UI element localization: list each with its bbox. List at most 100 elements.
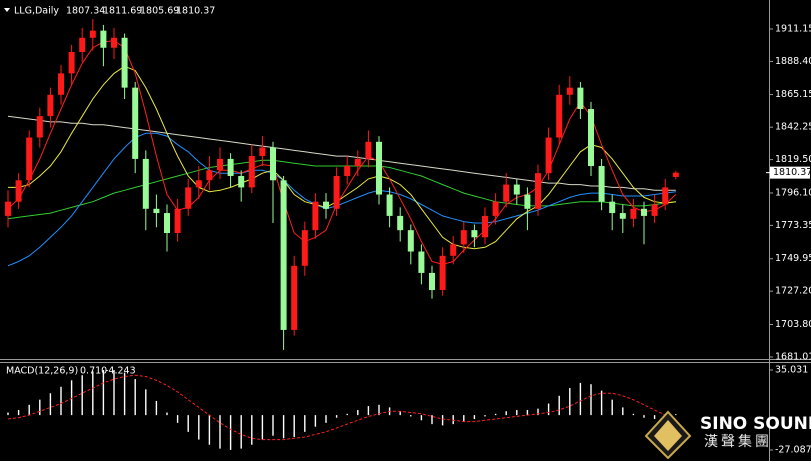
candle-body [630, 208, 637, 219]
candle-body [323, 201, 329, 209]
candle-body [195, 180, 202, 188]
candle-body [566, 87, 573, 95]
candle-body [58, 73, 64, 95]
candle-body [354, 158, 361, 167]
candle-body [641, 208, 647, 216]
candle-body [100, 30, 107, 48]
candle-body [492, 201, 499, 216]
candle-body [68, 52, 75, 74]
low-readout: 1805.69 [140, 6, 179, 17]
candle-body [662, 187, 669, 205]
moving-average [7, 132, 676, 267]
close-readout: 1810.37 [176, 6, 215, 17]
open-readout: 1807.34 [66, 6, 105, 17]
candle-body [301, 230, 308, 266]
candle-body [291, 265, 298, 330]
candle-body [397, 215, 404, 231]
signal-readout: -4.243 [105, 366, 136, 377]
y-tick-label: 1773.35 [775, 220, 811, 231]
candle-body [238, 176, 245, 188]
candle-body [535, 173, 541, 209]
candle-body [270, 147, 276, 181]
candle-body [142, 158, 149, 209]
candle-body [577, 87, 584, 110]
candle-body [450, 244, 457, 256]
candle-body [651, 204, 658, 216]
candle-body [26, 137, 33, 181]
candle-body [312, 201, 319, 231]
candle-body [248, 156, 255, 188]
moving-average [7, 40, 677, 265]
candle-body [89, 30, 96, 38]
candle-body [619, 213, 626, 219]
logo-chinese: 漢聲集團 [704, 433, 772, 450]
y-tick-label: -27.087 [775, 445, 811, 456]
candle-body [407, 230, 414, 252]
y-tick-label: 1842.25 [775, 122, 811, 133]
candle-body [482, 215, 488, 238]
candle-body [429, 272, 435, 291]
candle-body [545, 137, 552, 174]
candle-body [439, 255, 446, 291]
candle-body [47, 94, 54, 117]
candle-body [36, 116, 43, 138]
y-tick-label: 1727.20 [775, 286, 811, 297]
price-marker-label: 1810.37 [773, 167, 811, 178]
candle-body [556, 94, 563, 138]
moving-average [8, 65, 676, 250]
macd-title: MACD(12,26,9) [6, 366, 78, 377]
candle-body [111, 37, 117, 48]
candle-body [185, 187, 192, 209]
y-tick-label: 1681.01 [775, 351, 811, 362]
candle-body [460, 230, 467, 245]
candle-body [386, 194, 393, 216]
candle-body [206, 170, 213, 181]
signal-line [7, 374, 677, 441]
menu-arrow [4, 8, 10, 12]
candle-body [503, 184, 510, 202]
moving-average [7, 159, 676, 220]
y-tick-label: 1888.40 [775, 56, 811, 67]
candle-body [164, 213, 170, 234]
logo: SINO SOUND 漢聲集團 [644, 410, 811, 460]
chart-title: LLG,Daily [14, 6, 59, 17]
candle-body [227, 158, 234, 177]
y-tick-label: 1796.10 [775, 187, 811, 198]
plot-area: 1911.15 1888.40 1865.15 1842.25 1819.50 1796.… [5, 19, 811, 456]
candle-body [513, 184, 520, 195]
candle-body [280, 180, 287, 330]
candle-body [333, 176, 340, 209]
candle-body [588, 109, 594, 167]
price-marker [770, 166, 810, 179]
candle-body [121, 37, 128, 88]
candle-body [471, 230, 478, 238]
y-tick-label: 35.031 [775, 364, 808, 375]
candle-body [524, 194, 531, 209]
candle-body [217, 158, 223, 171]
y-tick-label: 1865.15 [775, 89, 811, 100]
candle-body [598, 166, 605, 202]
y-tick-label: 1911.15 [775, 24, 811, 35]
logo-mark [654, 420, 682, 451]
moving-average [7, 115, 676, 191]
candle-body [15, 180, 22, 202]
y-tick-label: 1819.50 [775, 154, 811, 165]
y-tick-label: 1749.95 [775, 253, 811, 264]
macd-readout: 0.710 [80, 366, 107, 377]
candle-body [344, 166, 351, 177]
candle-body [418, 251, 425, 273]
candle-body [259, 147, 266, 157]
candle-body [174, 208, 181, 234]
logo-name: SINO SOUND [700, 414, 811, 434]
candle-body [79, 37, 86, 53]
candle-body [376, 141, 382, 195]
candle-body [153, 208, 160, 214]
candle-body [132, 87, 139, 159]
high-readout: 1811.69 [103, 6, 142, 17]
candle-body [609, 201, 616, 214]
y-tick-label: 1703.80 [775, 319, 811, 330]
candle-body [365, 141, 372, 159]
candle-body [672, 172, 679, 177]
candle-body [5, 201, 11, 216]
